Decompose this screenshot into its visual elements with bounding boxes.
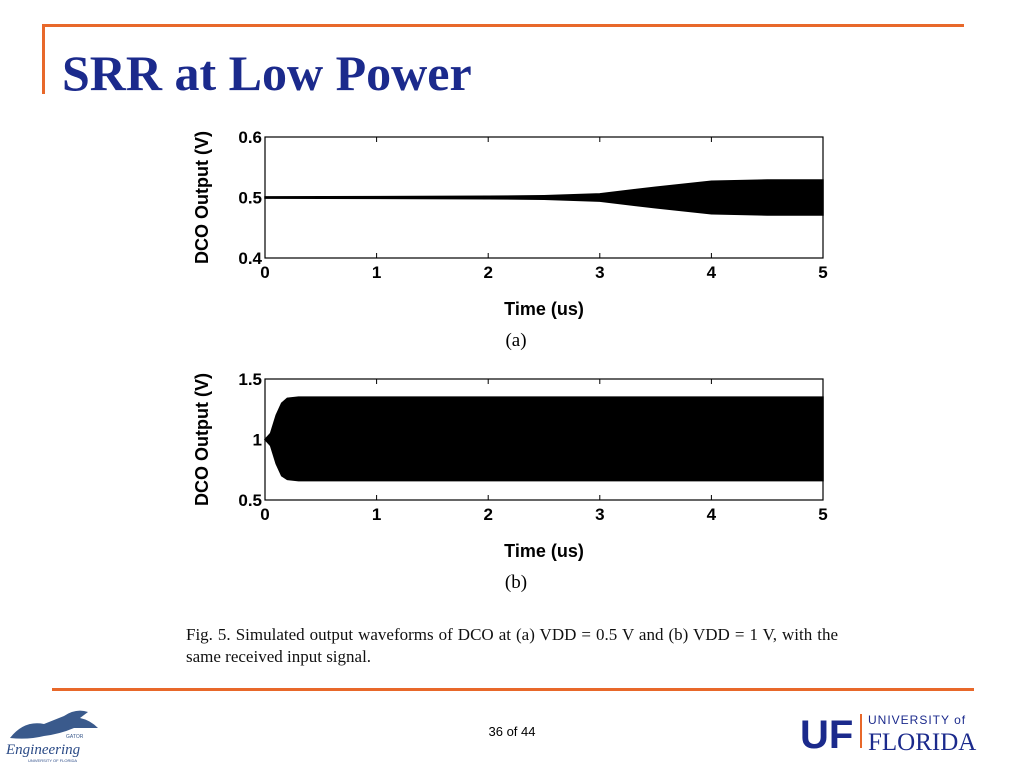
panel-a-xtick-label: 3 (595, 263, 604, 282)
page-number: 36 of 44 (488, 724, 536, 739)
uf-university-text: UNIVERSITY of (868, 713, 966, 727)
left-accent-rule (42, 24, 45, 94)
panel-a-xtick-label: 2 (483, 263, 492, 282)
panel-b-xtick-label: 5 (818, 505, 827, 524)
panel-a-label: (a) (505, 330, 526, 351)
panel-a-yaxis-label: DCO Output (V) (192, 131, 212, 264)
panel-a-ytick-label: 0.6 (238, 128, 262, 147)
panel-b-xaxis-label: Time (us) (504, 541, 584, 561)
panel-b-ytick-label: 1 (253, 431, 262, 450)
panel-b-xtick-label: 3 (595, 505, 604, 524)
panel-b-label: (b) (505, 572, 527, 593)
figure-charts: 0 1 2 3 4 5 0.4 0.5 0.6 Time (us) DCO Output (V) (a… (192, 128, 828, 593)
panel-a-ytick-label: 0.4 (238, 249, 262, 268)
top-accent-rule (42, 24, 964, 27)
logo-university-text: UNIVERSITY OF FLORIDA (28, 758, 77, 763)
panel-a-xaxis-label: Time (us) (504, 299, 584, 319)
panel-a-xtick-label: 5 (818, 263, 827, 282)
panel-b-xtick-label: 2 (483, 505, 492, 524)
gator-icon (10, 710, 98, 739)
panel-a-xtick-label: 0 (260, 263, 269, 282)
bottom-accent-rule (52, 688, 974, 691)
panel-b-xtick-label: 1 (372, 505, 381, 524)
panel-b-ytick-label: 1.5 (238, 370, 262, 389)
panel-a-ytick-label: 0.5 (238, 189, 262, 208)
uf-mark: UF (800, 713, 853, 754)
figure-caption: Fig. 5. Simulated output waveforms of DC… (186, 625, 838, 666)
uf-florida-logo: UF UNIVERSITY of FLORIDA (800, 713, 976, 754)
panel-b-waveform-envelope (263, 396, 824, 482)
panel-a-waveform-envelope (264, 179, 824, 216)
logo-engineering-text: Engineering (5, 742, 81, 758)
panel-b-yaxis-label: DCO Output (V) (192, 373, 212, 506)
uf-florida-text: FLORIDA (868, 729, 976, 754)
panel-a-xtick-label: 1 (372, 263, 381, 282)
panel-b-xtick-label: 0 (260, 505, 269, 524)
logo-gator-text: GATOR (66, 734, 84, 740)
slide-title: SRR at Low Power (62, 45, 472, 101)
gator-engineering-logo: GATOR Engineering UNIVERSITY OF FLORIDA (5, 710, 98, 763)
panel-b-xtick-label: 4 (707, 505, 717, 524)
uf-divider (860, 714, 862, 748)
panel-b-ytick-label: 0.5 (238, 491, 262, 510)
panel-a-xtick-label: 4 (707, 263, 717, 282)
